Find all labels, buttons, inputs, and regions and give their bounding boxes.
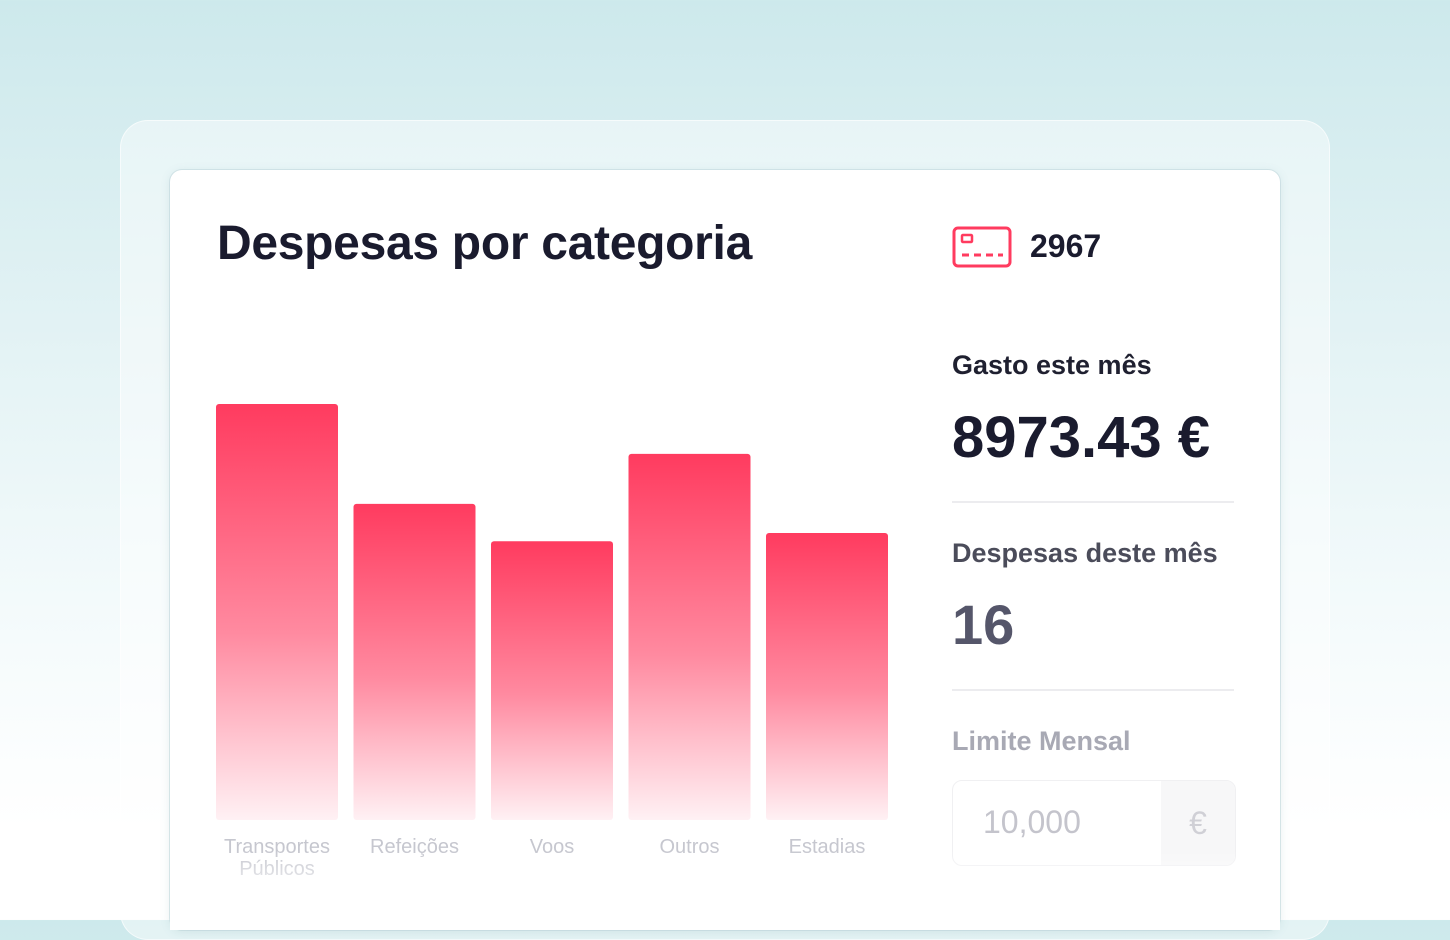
category-label-line: Transportes <box>224 836 330 858</box>
category-label: Outros <box>659 836 719 858</box>
credit-card-icon <box>952 226 1012 268</box>
bar-estadias[interactable] <box>766 532 888 820</box>
category-label: Refeições <box>370 836 459 858</box>
bar-voos[interactable] <box>491 541 613 820</box>
bar-chart: Transportes Públicos Refeições Voos Outros Es… <box>216 404 888 880</box>
expenses-card: Transportes Públicos Refeições Voos Outros Es… <box>170 170 1280 930</box>
limit-value[interactable]: 10,000 <box>983 804 1081 840</box>
divider <box>952 501 1234 503</box>
expenses-label: Despesas deste mês <box>952 538 1218 568</box>
limit-label: Limite Mensal <box>952 726 1131 756</box>
monthly-limit-input[interactable]: 10,000 € <box>952 780 1236 866</box>
category-label-line: Estadias <box>789 836 866 858</box>
category-label: Estadias <box>789 836 866 858</box>
category-label-line: Voos <box>530 836 574 858</box>
spent-label: Gasto este mês <box>952 350 1152 380</box>
divider <box>952 689 1234 691</box>
category-label: Transportes Públicos <box>224 836 330 880</box>
category-label-line: Refeições <box>370 836 459 858</box>
category-label-line: Públicos <box>239 858 315 880</box>
bar-refeições[interactable] <box>353 503 476 820</box>
category-label: Voos <box>530 836 574 858</box>
bar-transportes-públicos[interactable] <box>216 404 338 820</box>
spent-value: 8973.43 € <box>952 405 1211 470</box>
expenses-value: 16 <box>952 593 1015 656</box>
category-chart: Transportes Públicos Refeições Voos Outros Es… <box>170 170 910 930</box>
bar-outros[interactable] <box>628 453 751 820</box>
category-label-line: Outros <box>659 836 719 858</box>
currency-addon: € <box>1161 781 1235 865</box>
chart-title: Despesas por categoria <box>217 217 752 270</box>
cards-count: 2967 <box>1030 228 1102 264</box>
